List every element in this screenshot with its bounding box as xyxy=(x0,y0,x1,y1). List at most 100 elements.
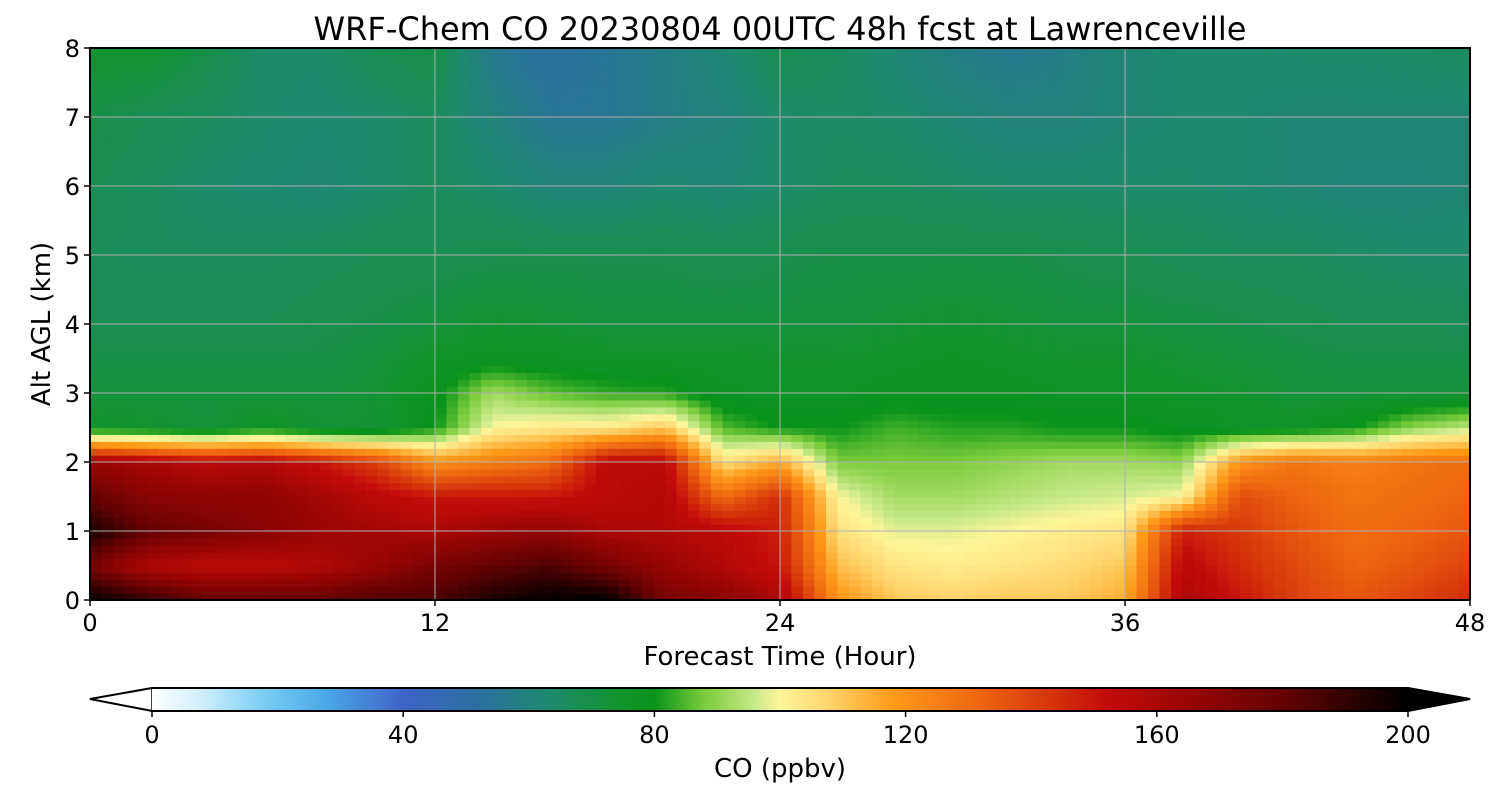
heatmap-cell xyxy=(170,496,183,504)
heatmap-cell xyxy=(331,489,344,498)
heatmap-cell xyxy=(90,372,103,380)
heatmap-cell xyxy=(193,579,206,587)
heatmap-cell xyxy=(722,406,735,415)
heatmap-cell xyxy=(1447,317,1460,325)
heatmap-cell xyxy=(1320,372,1333,380)
heatmap-cell xyxy=(1447,579,1460,587)
heatmap-cell xyxy=(1297,524,1310,532)
heatmap-cell xyxy=(745,531,758,539)
heatmap-cell xyxy=(113,434,126,442)
heatmap-cell xyxy=(170,572,183,580)
heatmap-cell xyxy=(1136,399,1149,408)
heatmap-cell xyxy=(619,517,632,525)
heatmap-cell xyxy=(458,441,471,449)
heatmap-cell xyxy=(768,406,781,415)
heatmap-cell xyxy=(722,434,735,442)
heatmap-cell xyxy=(837,330,850,339)
heatmap-cell xyxy=(803,462,816,470)
heatmap-cell xyxy=(538,482,551,491)
heatmap-cell xyxy=(492,455,505,463)
heatmap-cell xyxy=(423,537,436,546)
heatmap-cell xyxy=(297,324,310,332)
heatmap-cell xyxy=(90,393,103,401)
heatmap-cell xyxy=(1033,337,1046,346)
heatmap-cell xyxy=(182,406,195,415)
heatmap-cell xyxy=(1274,386,1287,394)
heatmap-cell xyxy=(1159,427,1172,435)
heatmap-cell xyxy=(1286,441,1299,449)
heatmap-cell xyxy=(1297,579,1310,587)
heatmap-cell xyxy=(803,517,816,525)
heatmap-cell xyxy=(1021,475,1034,484)
heatmap-cell xyxy=(550,531,563,539)
heatmap-cell xyxy=(987,475,1000,484)
heatmap-cell xyxy=(170,565,183,573)
heatmap-cell xyxy=(458,489,471,498)
heatmap-cell xyxy=(929,358,942,366)
heatmap-cell xyxy=(1148,337,1161,346)
heatmap-cell xyxy=(1343,517,1356,525)
heatmap-cell xyxy=(722,572,735,580)
heatmap-cell xyxy=(1355,593,1368,600)
heatmap-cell xyxy=(377,482,390,491)
heatmap-cell xyxy=(607,579,620,587)
heatmap-cell xyxy=(504,517,517,525)
heatmap-cell xyxy=(1113,427,1126,435)
heatmap-cell xyxy=(550,413,563,422)
heatmap-cell xyxy=(423,358,436,366)
heatmap-cell xyxy=(435,496,448,504)
heatmap-cell xyxy=(216,344,229,353)
heatmap-cell xyxy=(170,482,183,491)
heatmap-cell xyxy=(1217,427,1230,435)
heatmap-cell xyxy=(745,441,758,449)
heatmap-cell xyxy=(170,337,183,346)
heatmap-cell xyxy=(883,565,896,573)
heatmap-cell xyxy=(688,586,701,594)
heatmap-cell xyxy=(1297,558,1310,567)
heatmap-cell xyxy=(814,503,827,511)
heatmap-cell xyxy=(297,503,310,511)
heatmap-cell xyxy=(941,420,954,429)
heatmap-cell xyxy=(354,558,367,567)
heatmap-cell xyxy=(527,413,540,422)
heatmap-cell xyxy=(619,593,632,600)
heatmap-cell xyxy=(745,372,758,380)
heatmap-cell xyxy=(274,399,287,408)
heatmap-cell xyxy=(170,475,183,484)
heatmap-cell xyxy=(1274,537,1287,546)
heatmap-cell xyxy=(1228,475,1241,484)
heatmap-cell xyxy=(423,510,436,518)
heatmap-cell xyxy=(331,310,344,318)
heatmap-cell xyxy=(699,420,712,429)
heatmap-cell xyxy=(343,441,356,449)
heatmap-cell xyxy=(722,551,735,560)
heatmap-cell xyxy=(1309,324,1322,332)
heatmap-cell xyxy=(124,337,137,346)
heatmap-cell xyxy=(791,330,804,339)
heatmap-cell xyxy=(205,510,218,518)
heatmap-cell xyxy=(1355,406,1368,415)
heatmap-cell xyxy=(446,482,459,491)
heatmap-cell xyxy=(1424,344,1437,353)
heatmap-cell xyxy=(906,406,919,415)
heatmap-cell xyxy=(872,337,885,346)
heatmap-cell xyxy=(1217,358,1230,366)
heatmap-cell xyxy=(515,572,528,580)
heatmap-cell xyxy=(1412,572,1425,580)
heatmap-cell xyxy=(136,558,149,567)
heatmap-cell xyxy=(1401,406,1414,415)
heatmap-cell xyxy=(320,517,333,525)
heatmap-cell xyxy=(1343,503,1356,511)
heatmap-cell xyxy=(389,544,402,553)
heatmap-cell xyxy=(872,468,885,477)
heatmap-cell xyxy=(1159,531,1172,539)
heatmap-cell xyxy=(573,448,586,456)
heatmap-cell xyxy=(872,482,885,491)
heatmap-cell xyxy=(1320,337,1333,346)
heatmap-cell xyxy=(895,365,908,373)
heatmap-cell xyxy=(550,399,563,408)
heatmap-cell xyxy=(826,386,839,394)
heatmap-cell xyxy=(1458,524,1470,532)
heatmap-cell xyxy=(297,330,310,339)
heatmap-cell xyxy=(1079,468,1092,477)
